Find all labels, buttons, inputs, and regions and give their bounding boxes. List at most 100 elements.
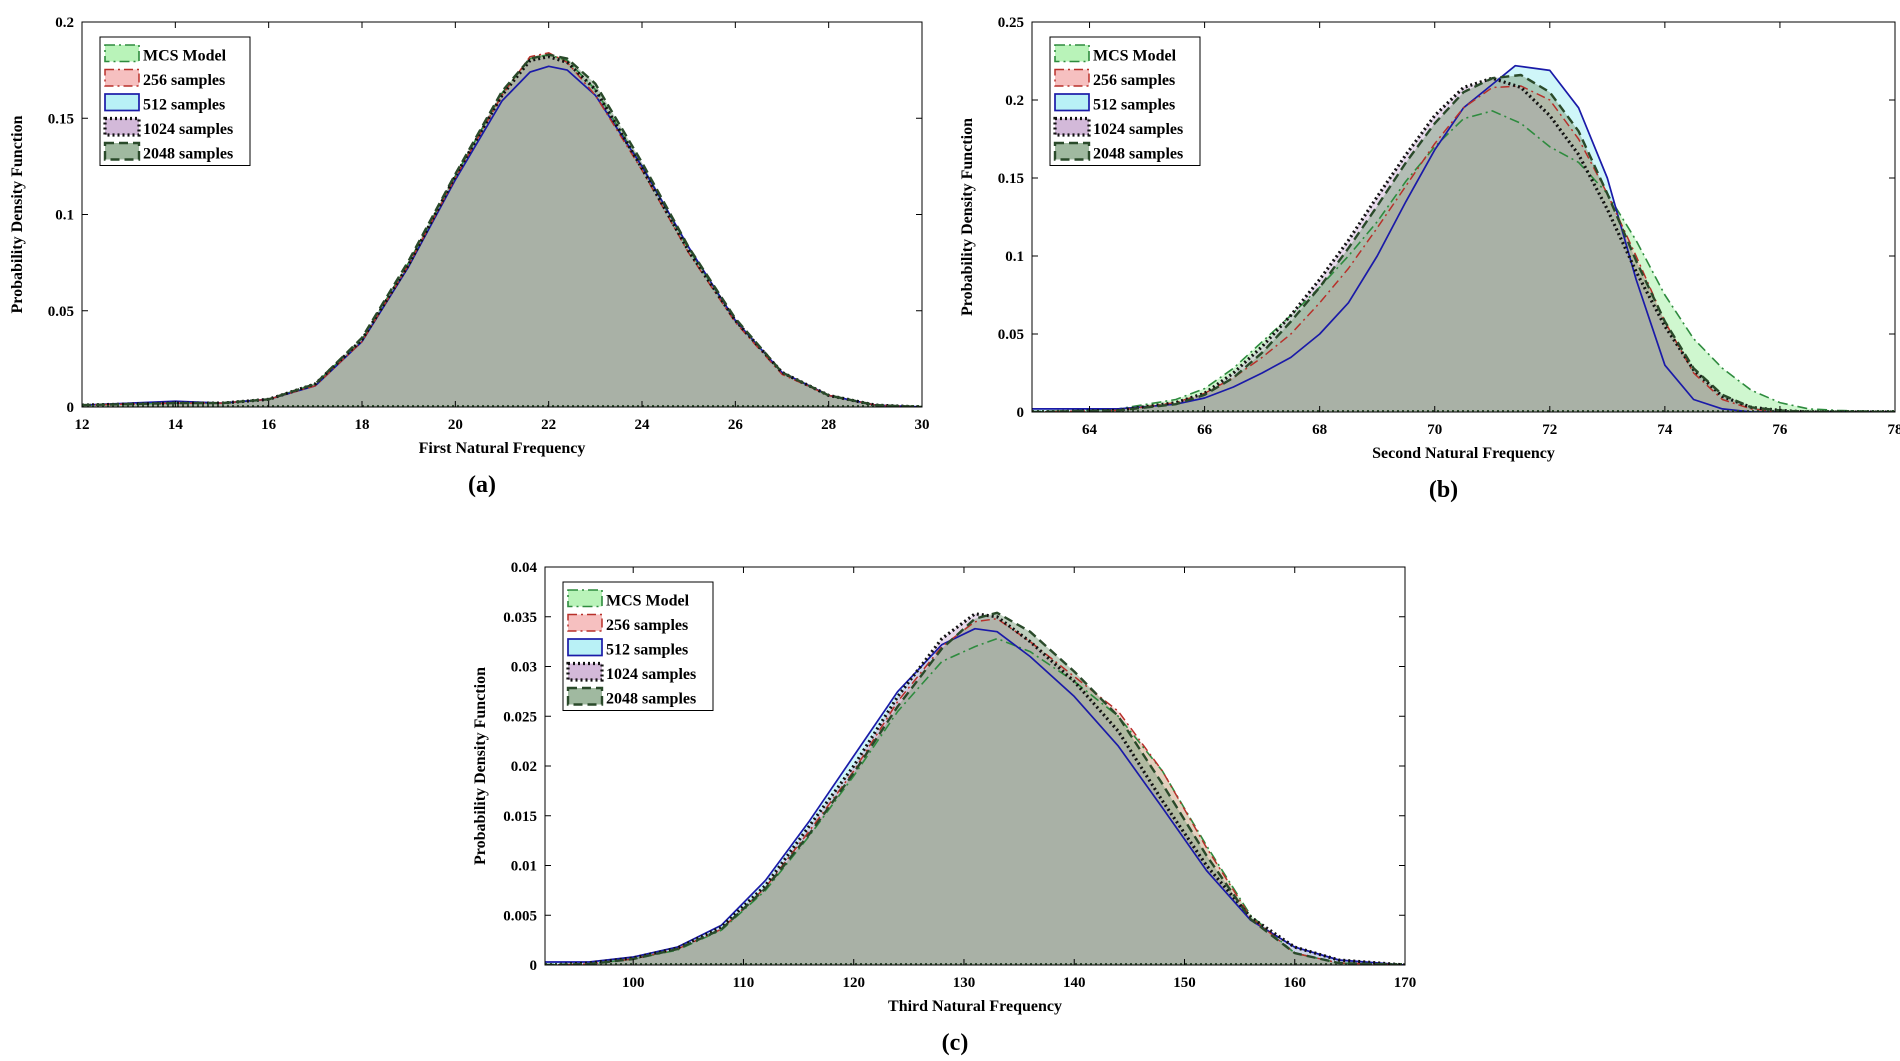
legend-swatch — [1054, 68, 1090, 87]
x-tick-label: 130 — [953, 975, 976, 991]
series-group — [1032, 64, 1895, 412]
y-tick-label: 0.2 — [55, 15, 74, 31]
x-tick-label: 24 — [635, 417, 651, 433]
y-axis-title: Probability Density Function — [9, 115, 26, 313]
y-axis-title: Probability Density Function — [959, 118, 976, 316]
x-tick-label: 170 — [1394, 975, 1417, 991]
legend-swatch — [566, 661, 604, 682]
chart-panel-2: 64 66 68 70 72 74 76 78 0 0.05 0.1 0.15 0.2 0.25 Secon… — [959, 15, 1900, 503]
legend-label: 256 samples — [1093, 72, 1175, 89]
y-tick-label: 0.25 — [998, 15, 1024, 31]
x-tick-label: 100 — [622, 975, 645, 991]
legend-swatch — [103, 141, 141, 161]
y-axis-title: Probability Density Function — [472, 667, 489, 865]
x-axis-title: First Natural Frequency — [419, 440, 586, 457]
legend-swatch — [566, 686, 604, 706]
x-axis-title: Third Natural Frequency — [888, 998, 1062, 1015]
legend-swatch — [1054, 93, 1090, 112]
y-tick-label: 0.1 — [1005, 249, 1024, 265]
series-group — [82, 52, 922, 407]
legend-label: 2048 samples — [143, 146, 233, 163]
x-tick-label: 150 — [1173, 975, 1196, 991]
y-tick-label: 0.2 — [1005, 93, 1024, 109]
x-tick-label: 28 — [821, 417, 836, 433]
legend: MCS Model 256 samples 512 samples 1024 samp… — [1049, 36, 1201, 166]
x-tick-label: 120 — [842, 975, 865, 991]
legend: MCS Model 256 samples 512 samples 1024 samp… — [562, 581, 714, 711]
x-tick-label: 72 — [1542, 422, 1557, 438]
y-tick-label: 0.03 — [511, 660, 537, 676]
y-tick-label: 0.1 — [55, 208, 74, 224]
legend-label: 2048 samples — [606, 691, 696, 708]
x-tick-label: 22 — [541, 417, 556, 433]
x-tick-label: 68 — [1312, 422, 1327, 438]
legend-swatch — [1054, 44, 1090, 63]
panel-label: (b) — [1429, 477, 1458, 503]
x-tick-label: 14 — [168, 417, 184, 433]
legend-label: 1024 samples — [606, 666, 696, 683]
legend-swatch — [1053, 116, 1091, 137]
legend-label: 512 samples — [1093, 97, 1175, 114]
legend-swatch — [567, 589, 603, 608]
y-tick-label: 0.035 — [503, 610, 537, 626]
x-tick-label: 64 — [1082, 422, 1098, 438]
x-tick-label: 18 — [355, 417, 370, 433]
y-tick-label: 0.04 — [511, 560, 538, 576]
legend-label: 1024 samples — [143, 121, 233, 138]
x-tick-label: 70 — [1427, 422, 1442, 438]
legend-swatch — [103, 116, 141, 137]
legend-label: 256 samples — [606, 617, 688, 634]
y-tick-label: 0.01 — [511, 859, 537, 875]
plot-frame — [1031, 21, 1896, 413]
y-tick-label: 0.02 — [511, 759, 537, 775]
chart-panel-3: 100 110 120 130 140 150 160 170 0 0.005 0.01 0.015 0… — [472, 560, 1416, 1056]
series-line-256-samples — [82, 52, 922, 407]
x-tick-label: 76 — [1772, 422, 1788, 438]
y-tick-label: 0 — [1017, 405, 1025, 421]
series-line-256-samples — [545, 617, 1405, 965]
series-line-2048-samples — [1032, 73, 1895, 412]
x-tick-label: 160 — [1283, 975, 1306, 991]
legend-label: 512 samples — [606, 642, 688, 659]
x-tick-label: 74 — [1657, 422, 1673, 438]
x-tick-label: 26 — [728, 417, 744, 433]
series-area-2048-samples — [82, 54, 922, 407]
series-line-mcs-model — [545, 637, 1405, 965]
x-axis-title: Second Natural Frequency — [1372, 445, 1555, 462]
series-line-mcs-model — [1032, 110, 1895, 412]
legend-label: 1024 samples — [1093, 121, 1183, 138]
legend-label: MCS Model — [1093, 48, 1177, 65]
legend-label: 2048 samples — [1093, 146, 1183, 163]
x-tick-label: 110 — [733, 975, 755, 991]
legend-swatch — [104, 68, 140, 87]
y-tick-label: 0.15 — [998, 171, 1024, 187]
y-tick-label: 0.015 — [503, 809, 537, 825]
series-line-2048-samples — [82, 53, 922, 407]
y-tick-label: 0.05 — [48, 304, 74, 320]
y-tick-label: 0.15 — [48, 111, 74, 127]
x-tick-label: 12 — [75, 417, 90, 433]
legend-label: MCS Model — [143, 48, 227, 65]
panel-label: (a) — [468, 472, 496, 498]
panel-label: (c) — [942, 1030, 969, 1056]
x-tick-label: 140 — [1063, 975, 1086, 991]
series-group — [545, 611, 1405, 965]
legend-label: 256 samples — [143, 72, 225, 89]
y-tick-label: 0.05 — [998, 327, 1024, 343]
series-area-2048-samples — [545, 612, 1405, 965]
legend-swatch — [104, 93, 140, 112]
chart-panel-1: 12 14 16 18 20 22 24 26 28 30 0 0.05 0.1 0.15 0.2 First… — [9, 15, 930, 498]
series-line-512-samples — [1032, 64, 1895, 412]
series-line-256-samples — [1032, 85, 1895, 412]
legend-swatch — [567, 638, 603, 657]
legend: MCS Model 256 samples 512 samples 1024 samp… — [99, 36, 251, 166]
legend-label: MCS Model — [606, 593, 690, 610]
x-tick-label: 30 — [915, 417, 930, 433]
series-area-2048-samples — [1032, 75, 1895, 412]
series-line-1024-samples — [82, 55, 922, 407]
y-tick-label: 0 — [67, 400, 75, 416]
legend-swatch — [567, 613, 603, 632]
y-tick-label: 0.005 — [503, 908, 537, 924]
x-tick-label: 78 — [1888, 422, 1900, 438]
